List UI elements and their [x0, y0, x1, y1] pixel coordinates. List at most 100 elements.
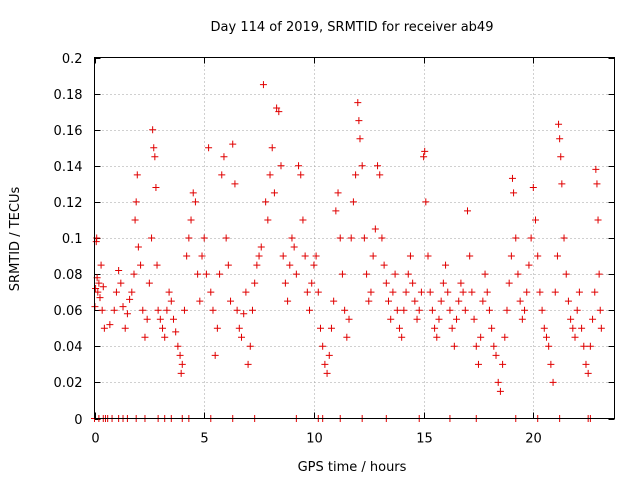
data-point [92, 285, 100, 293]
data-point [117, 279, 125, 287]
x-tick-label: 15 [416, 432, 433, 447]
data-point [404, 270, 412, 278]
data-point [560, 234, 568, 242]
data-point [338, 270, 346, 278]
data-point [591, 288, 599, 296]
y-tick-label: 0.04 [54, 340, 83, 355]
data-point [367, 288, 375, 296]
data-point [240, 310, 248, 318]
data-point [571, 333, 579, 341]
data-point [415, 306, 423, 314]
data-point [130, 270, 138, 278]
data-point [492, 351, 500, 359]
data-point [549, 378, 557, 386]
data-point [387, 315, 395, 323]
x-tick-labels: 0 5 10 15 20 [91, 432, 541, 447]
x-axis-label: GPS time / hours [298, 460, 407, 475]
y-tick-label: 0.2 [62, 52, 83, 67]
data-point [597, 324, 605, 332]
data-point [499, 360, 507, 368]
data-point [391, 270, 399, 278]
data-point [327, 324, 335, 332]
data-point [259, 81, 267, 89]
data-point [542, 333, 550, 341]
data-point [98, 306, 106, 314]
data-point [510, 189, 518, 197]
data-point [99, 283, 107, 291]
y-tick-label: 0.14 [54, 160, 83, 175]
data-point [97, 261, 105, 269]
data-point [470, 315, 478, 323]
data-point [477, 333, 485, 341]
data-point [354, 99, 362, 107]
chart-title: Day 114 of 2019, SRMTID for receiver ab4… [211, 20, 494, 35]
data-point [262, 198, 270, 206]
data-point [433, 333, 441, 341]
data-point [150, 144, 158, 152]
data-point [218, 171, 226, 179]
data-point [319, 342, 327, 350]
data-point [176, 351, 184, 359]
data-point [288, 234, 296, 242]
data-point [231, 180, 239, 188]
y-tick-label: 0 [74, 413, 82, 428]
data-point [191, 198, 199, 206]
data-point [496, 387, 504, 395]
data-point [196, 297, 204, 305]
y-tick-label: 0.02 [54, 376, 83, 391]
data-point [253, 261, 261, 269]
data-point [345, 315, 353, 323]
data-point [279, 252, 287, 260]
data-point [330, 297, 338, 305]
data-point [431, 324, 439, 332]
data-point [389, 288, 397, 296]
data-point [165, 288, 173, 296]
data-point [149, 126, 157, 134]
data-point [132, 198, 140, 206]
y-tick-label: 0.16 [54, 124, 83, 139]
data-point [163, 306, 171, 314]
data-point [365, 297, 373, 305]
data-point [96, 294, 104, 302]
data-point [292, 270, 300, 278]
data-point [281, 279, 289, 287]
data-point [115, 266, 123, 274]
data-point [227, 297, 235, 305]
data-point [593, 180, 601, 188]
data-point [347, 234, 355, 242]
data-point [207, 288, 215, 296]
data-point [235, 324, 243, 332]
data-point [508, 174, 516, 182]
data-point [525, 261, 533, 269]
data-point [251, 279, 259, 287]
data-point [424, 252, 432, 260]
data-point [202, 270, 210, 278]
data-point [545, 342, 553, 350]
data-point [358, 162, 366, 170]
data-point [112, 288, 120, 296]
data-point [277, 162, 285, 170]
data-point [233, 306, 241, 314]
data-point [310, 261, 318, 269]
data-point [532, 216, 540, 224]
data-point [461, 306, 469, 314]
data-point [442, 261, 450, 269]
data-point [444, 288, 452, 296]
data-point [95, 279, 103, 287]
data-point [567, 315, 575, 323]
y-tick-label: 0.06 [54, 304, 83, 319]
data-point [126, 295, 134, 303]
data-point [143, 315, 151, 323]
y-tick-label: 0.1 [62, 232, 83, 247]
data-point [360, 234, 368, 242]
data-point [409, 279, 417, 287]
data-point [382, 279, 390, 287]
data-point [395, 324, 403, 332]
data-point [569, 324, 577, 332]
data-point [411, 297, 419, 305]
data-point [299, 216, 307, 224]
data-point [374, 162, 382, 170]
data-point [503, 306, 511, 314]
data-point [421, 147, 429, 155]
data-point [131, 216, 139, 224]
